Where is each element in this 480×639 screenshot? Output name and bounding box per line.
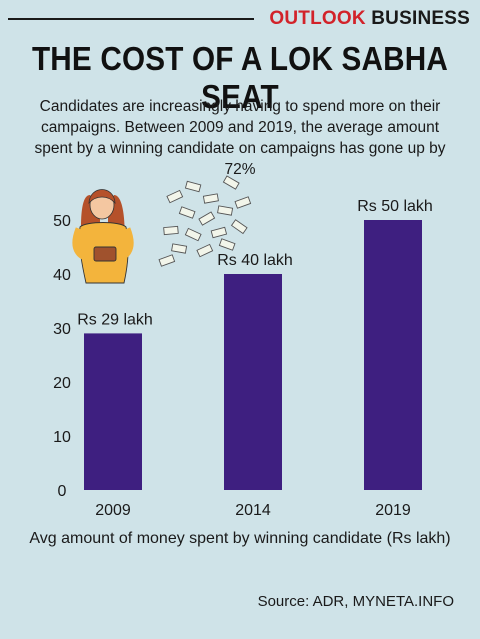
woman-wallet-illustration — [72, 175, 252, 284]
y-tick-label: 50 — [53, 213, 71, 230]
x-tick-label-2019: 2019 — [375, 502, 411, 519]
brand-logo: OUTLOOK BUSINESS — [269, 8, 470, 30]
header-rule — [8, 18, 254, 20]
header: OUTLOOK BUSINESS — [0, 8, 480, 30]
x-axis-label: Avg amount of money spent by winning can… — [29, 530, 451, 547]
bar-2009 — [84, 333, 142, 490]
data-label-2009: Rs 29 lakh — [77, 311, 153, 328]
x-tick-label-2014: 2014 — [235, 502, 271, 519]
y-tick-label: 20 — [53, 375, 71, 392]
data-label-2014: Rs 40 lakh — [217, 252, 293, 269]
bar-2019 — [364, 220, 422, 490]
chart-title: THE COST OF A LOK SABHA SEAT — [31, 40, 449, 115]
y-tick-label: 30 — [53, 321, 71, 338]
y-tick-label: 40 — [53, 267, 71, 284]
data-label-2019: Rs 50 lakh — [357, 198, 433, 215]
brand-logo-part2: BUSINESS — [371, 8, 470, 29]
y-tick-label: 10 — [53, 429, 71, 446]
chart-subtitle: Candidates are increasingly having to sp… — [34, 98, 446, 178]
bar-2014 — [224, 274, 282, 490]
x-tick-label-2009: 2009 — [95, 502, 131, 519]
source-note: Source: ADR, MYNETA.INFO — [257, 593, 454, 610]
brand-logo-part1: OUTLOOK — [269, 8, 366, 29]
y-tick-label: 0 — [58, 483, 67, 500]
